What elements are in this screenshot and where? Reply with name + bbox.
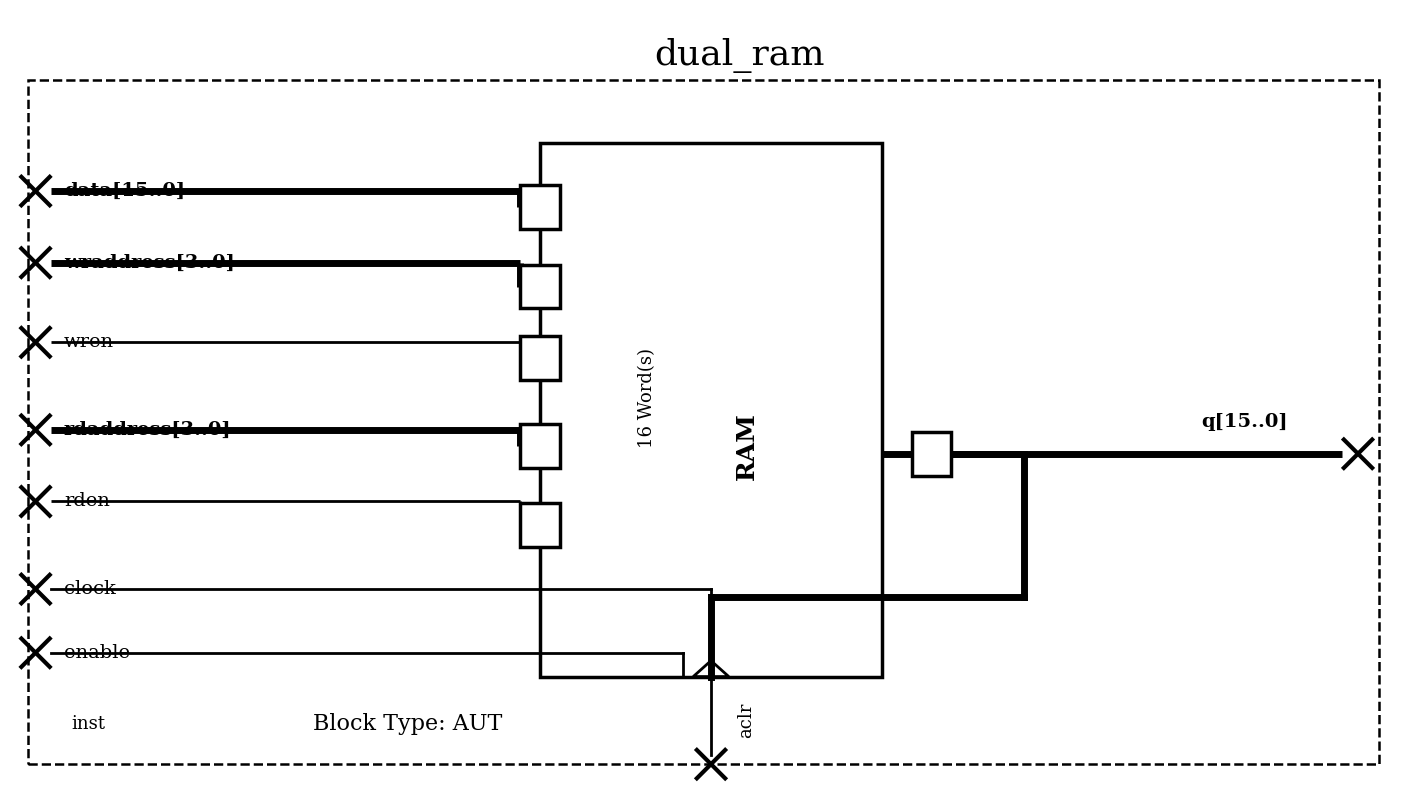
Text: inst: inst	[71, 716, 105, 733]
Text: wren: wren	[64, 334, 114, 351]
Bar	[520, 264, 560, 308]
Bar	[912, 431, 951, 476]
Bar	[540, 143, 882, 677]
Text: Block Type: AUT: Block Type: AUT	[313, 713, 502, 736]
Bar	[520, 424, 560, 468]
Text: rdaddress[3..0]: rdaddress[3..0]	[64, 421, 232, 439]
Text: clock: clock	[64, 580, 115, 598]
Text: q[15..0]: q[15..0]	[1202, 413, 1287, 431]
Text: rden: rden	[64, 493, 109, 510]
Bar	[520, 336, 560, 380]
Text: enable: enable	[64, 644, 129, 661]
Bar	[28, 80, 1379, 764]
Text: RAM: RAM	[735, 412, 758, 480]
Text: wraddress[3..0]: wraddress[3..0]	[64, 254, 235, 271]
Text: data[15..0]: data[15..0]	[64, 182, 185, 200]
Bar	[520, 185, 560, 229]
Text: 16 Word(s): 16 Word(s)	[638, 348, 656, 448]
Text: dual_ram: dual_ram	[654, 38, 825, 73]
Text: aclr: aclr	[738, 703, 755, 738]
Bar	[520, 504, 560, 548]
